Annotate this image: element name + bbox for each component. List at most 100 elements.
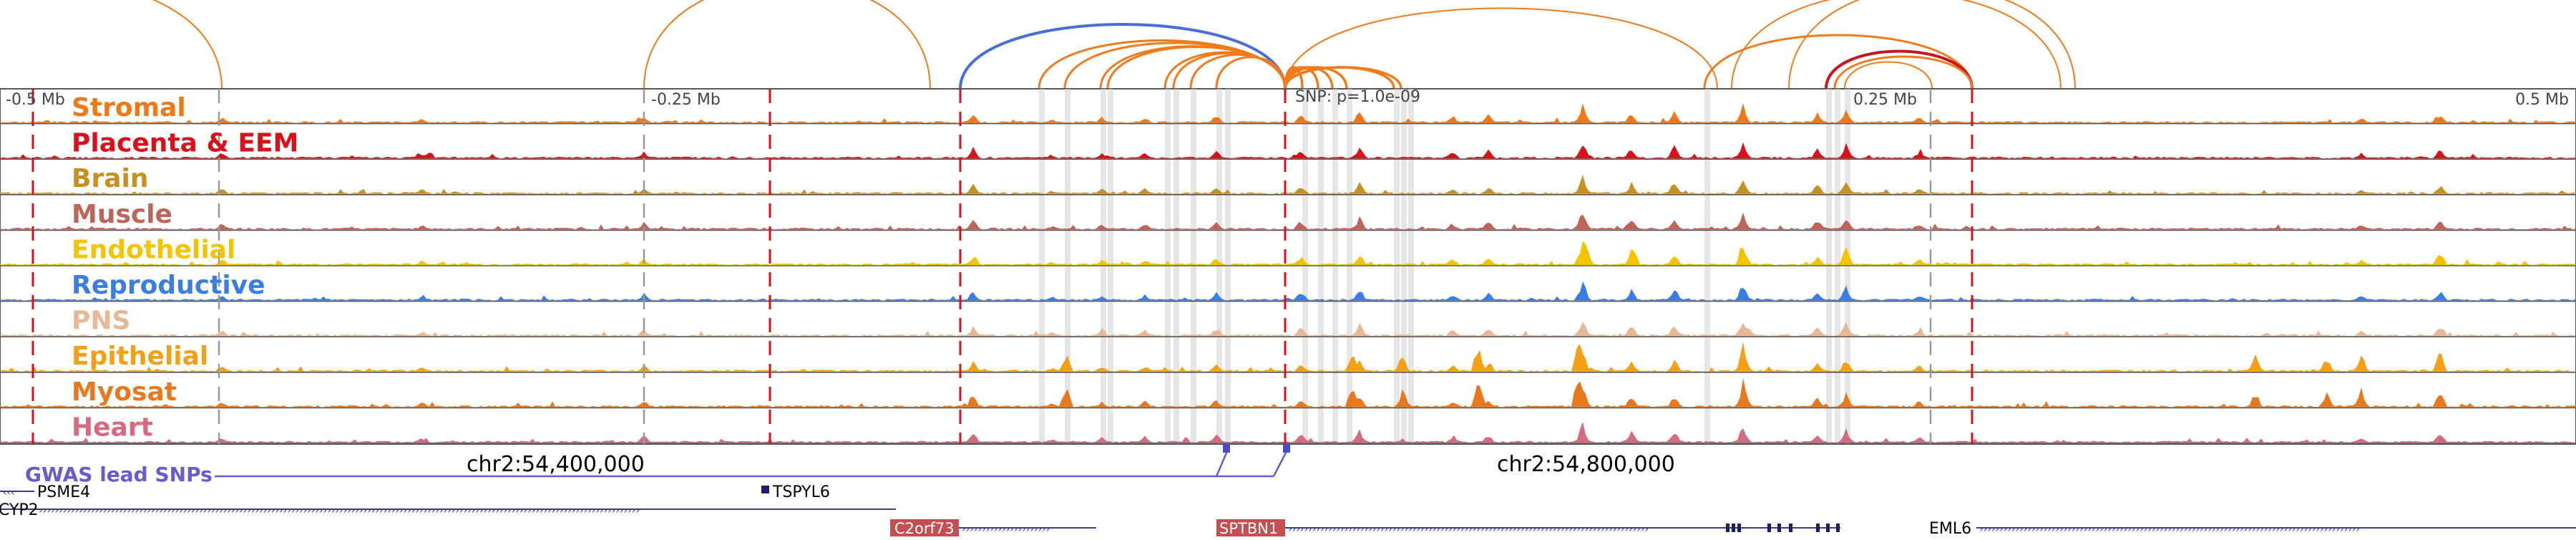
gene-annotation-track: ‹‹‹ PSME4 TSPYL6 CYP2 ››››››››››››››››››… bbox=[0, 483, 2576, 538]
track-label: Endothelial bbox=[72, 235, 235, 264]
highlight-band bbox=[1174, 89, 1179, 444]
highlight-band bbox=[1845, 89, 1850, 444]
exon-box bbox=[1836, 524, 1840, 532]
signal-profile bbox=[0, 377, 2576, 408]
track-label: Reproductive bbox=[72, 271, 265, 300]
track-epithelial bbox=[0, 342, 2576, 373]
exon-box bbox=[1737, 524, 1741, 532]
highlight-band bbox=[1108, 89, 1113, 444]
highlight-band bbox=[1216, 89, 1222, 444]
gene-sptbn1-box bbox=[1216, 519, 1285, 536]
track-pns bbox=[0, 322, 2576, 338]
gene-c2orf73-box bbox=[890, 519, 959, 536]
signal-profile bbox=[0, 142, 2576, 159]
axis-label-minus-0.5: -0.5 Mb bbox=[6, 91, 65, 109]
track-label: PNS bbox=[72, 307, 130, 336]
signal-profile bbox=[0, 322, 2576, 337]
gwas-connector-line bbox=[1272, 450, 1288, 477]
position-axis: -0.5 Mb -0.25 Mb SNP: p=1.0e-09 0.25 Mb … bbox=[6, 88, 2569, 109]
exon-box bbox=[1767, 524, 1771, 532]
highlight-band bbox=[1302, 89, 1308, 444]
highlight-band bbox=[1332, 89, 1338, 444]
signal-profile bbox=[0, 422, 2576, 443]
highlight-band bbox=[1039, 89, 1045, 444]
highlight-band bbox=[1835, 89, 1840, 444]
gene-strand-arrows: ‹‹‹ bbox=[3, 487, 15, 498]
highlight-band bbox=[1225, 89, 1231, 444]
exon-box bbox=[1789, 524, 1792, 532]
signal-profile bbox=[0, 241, 2576, 265]
gene-label-psme4: PSME4 bbox=[37, 483, 90, 501]
exon-box bbox=[1777, 524, 1781, 532]
track-label: Heart bbox=[72, 413, 153, 442]
track-labels: Stromal Placenta & EEM Brain Muscle Endothel… bbox=[72, 93, 298, 442]
highlight-band bbox=[1401, 89, 1407, 444]
loop-arc bbox=[643, 0, 931, 90]
gene-label-c2orf73: C2orf73 bbox=[894, 520, 955, 537]
gene-strand-arrows: ››››››››››››››››››››››››››››››››››››››››… bbox=[39, 505, 640, 516]
vertical-marker-lines bbox=[31, 89, 1974, 444]
gene-strand-arrows: ››››››››››››››››››››››››››››››››››››››››… bbox=[1979, 524, 2360, 535]
tracks-frame bbox=[0, 88, 2576, 445]
loop-arc bbox=[152, 0, 223, 90]
loop-arc bbox=[1284, 7, 1718, 90]
signal-profile bbox=[0, 342, 2576, 372]
gene-strand-arrows: ››››››››››››››››››››››››››››››››››››››››… bbox=[1288, 524, 1649, 535]
loop-arc bbox=[1099, 45, 1287, 90]
gene-sptbn1-exons bbox=[1726, 524, 1840, 532]
loop-arc bbox=[1844, 61, 1933, 90]
highlight-band bbox=[1101, 89, 1106, 444]
exon-box bbox=[1732, 524, 1735, 532]
track-reproductive bbox=[0, 281, 2576, 302]
loop-arc bbox=[1788, 0, 2076, 90]
loop-arc bbox=[1284, 66, 1402, 90]
exon-box bbox=[1726, 524, 1729, 532]
loop-arcs bbox=[152, 0, 2076, 90]
coordinate-label: chr2:54,400,000 bbox=[467, 452, 645, 477]
exon-box bbox=[1816, 524, 1820, 532]
track-myosat bbox=[0, 377, 2576, 409]
gwas-connector-line bbox=[1215, 450, 1229, 477]
loop-arc bbox=[1833, 55, 1974, 90]
track-label: Stromal bbox=[72, 93, 186, 122]
axis-label-plus-0.25: 0.25 Mb bbox=[1853, 91, 1917, 109]
highlight-band bbox=[1704, 89, 1710, 444]
axis-label-minus-0.25: -0.25 Mb bbox=[651, 91, 721, 109]
signal-profile bbox=[0, 174, 2576, 194]
gene-label-cyp2: CYP2 bbox=[0, 501, 39, 519]
signal-profile bbox=[0, 102, 2576, 123]
track-label: Epithelial bbox=[72, 342, 208, 371]
track-muscle bbox=[0, 212, 2576, 231]
loop-arc bbox=[1731, 0, 2062, 90]
gwas-snp-marker bbox=[1223, 444, 1230, 453]
highlight-band bbox=[1191, 89, 1196, 444]
snp-pvalue-label: SNP: p=1.0e-09 bbox=[1295, 88, 1420, 106]
gene-tspyl6-box bbox=[761, 486, 769, 493]
gene-label-sptbn1: SPTBN1 bbox=[1219, 520, 1278, 537]
loop-arc bbox=[1703, 34, 1974, 90]
loop-arc bbox=[1215, 56, 1287, 90]
track-label: Muscle bbox=[72, 200, 172, 229]
signal-tracks bbox=[0, 102, 2576, 444]
coordinate-label: chr2:54,800,000 bbox=[1497, 452, 1675, 477]
gwas-snp-marker bbox=[1283, 444, 1290, 453]
highlight-band bbox=[1826, 89, 1832, 444]
track-stromal bbox=[0, 102, 2576, 125]
signal-profile bbox=[0, 212, 2576, 230]
track-endothelial bbox=[0, 241, 2576, 266]
track-label: Placenta & EEM bbox=[72, 129, 298, 158]
track-placenta-eem bbox=[0, 142, 2576, 160]
gene-label-tspyl6: TSPYL6 bbox=[772, 483, 830, 501]
loop-arc bbox=[959, 23, 1287, 90]
gene-strand-arrows: ›››››››››››››››››››››› bbox=[962, 524, 1050, 535]
track-label: Brain bbox=[72, 164, 148, 193]
highlight-band bbox=[1408, 89, 1414, 444]
gwas-track-label: GWAS lead SNPs bbox=[25, 463, 213, 486]
highlight-bands bbox=[1039, 89, 1850, 444]
track-heart bbox=[0, 422, 2576, 444]
gwas-track: GWAS lead SNPs chr2:54,400,000 chr2:54,8… bbox=[25, 444, 1675, 486]
highlight-band bbox=[1165, 89, 1171, 444]
axis-label-plus-0.5: 0.5 Mb bbox=[2515, 91, 2569, 109]
